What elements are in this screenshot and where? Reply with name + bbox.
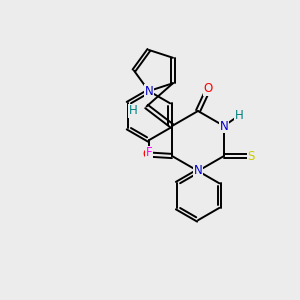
Text: H: H — [129, 104, 137, 118]
Text: N: N — [145, 85, 153, 98]
Text: N: N — [194, 164, 202, 178]
Text: S: S — [247, 149, 255, 163]
Text: O: O — [204, 82, 213, 95]
Text: O: O — [143, 148, 152, 161]
Text: H: H — [235, 109, 243, 122]
Text: N: N — [220, 119, 228, 133]
Text: F: F — [146, 146, 152, 159]
